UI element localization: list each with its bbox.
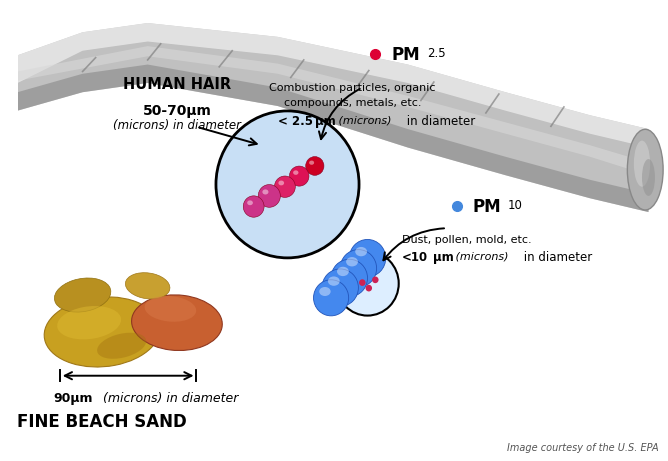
Ellipse shape — [247, 201, 253, 205]
Ellipse shape — [275, 176, 295, 197]
Text: < 2.5: < 2.5 — [278, 115, 313, 128]
Ellipse shape — [263, 189, 269, 195]
Text: 2.5: 2.5 — [427, 47, 446, 60]
Text: HUMAN HAIR: HUMAN HAIR — [123, 77, 231, 92]
Text: FINE BEACH SAND: FINE BEACH SAND — [17, 413, 187, 431]
Ellipse shape — [349, 239, 385, 277]
Ellipse shape — [319, 287, 331, 296]
Ellipse shape — [54, 278, 111, 312]
Ellipse shape — [322, 269, 359, 307]
Ellipse shape — [365, 285, 372, 291]
Text: (microns): (microns) — [335, 115, 391, 125]
Ellipse shape — [337, 267, 349, 276]
Ellipse shape — [336, 251, 399, 316]
Ellipse shape — [627, 129, 663, 210]
Polygon shape — [17, 23, 649, 148]
Text: μm: μm — [433, 251, 454, 264]
Text: (microns) in diameter: (microns) in diameter — [113, 119, 241, 132]
Ellipse shape — [132, 295, 222, 350]
Text: Image courtesy of the U.S. EPA: Image courtesy of the U.S. EPA — [506, 443, 658, 453]
Ellipse shape — [289, 166, 309, 186]
Text: (microns) in diameter: (microns) in diameter — [99, 392, 238, 405]
Ellipse shape — [372, 277, 379, 283]
Ellipse shape — [346, 257, 358, 266]
Ellipse shape — [293, 171, 299, 175]
Text: PM: PM — [473, 198, 502, 217]
Ellipse shape — [57, 306, 121, 339]
Ellipse shape — [97, 333, 146, 359]
Text: compounds, metals, etc.: compounds, metals, etc. — [284, 98, 422, 108]
Ellipse shape — [642, 159, 655, 196]
Ellipse shape — [279, 181, 284, 185]
Text: Combustion particles, organic: Combustion particles, organic — [269, 83, 436, 93]
Text: (microns): (microns) — [452, 251, 508, 261]
Ellipse shape — [44, 297, 160, 367]
Ellipse shape — [144, 296, 196, 322]
Ellipse shape — [309, 160, 314, 165]
Polygon shape — [17, 23, 649, 212]
Ellipse shape — [306, 157, 324, 175]
Text: Dust, pollen, mold, etc.: Dust, pollen, mold, etc. — [401, 235, 531, 245]
Ellipse shape — [355, 247, 367, 256]
Text: μm: μm — [315, 115, 336, 128]
Text: 50-70μm: 50-70μm — [142, 104, 211, 118]
Text: PM: PM — [391, 46, 420, 65]
Ellipse shape — [359, 279, 365, 286]
Polygon shape — [17, 65, 649, 212]
Text: in diameter: in diameter — [520, 251, 592, 264]
Ellipse shape — [340, 249, 377, 287]
Ellipse shape — [331, 259, 367, 297]
Ellipse shape — [126, 273, 170, 299]
Ellipse shape — [313, 280, 349, 316]
Text: in diameter: in diameter — [403, 115, 475, 128]
Text: 90μm: 90μm — [53, 392, 93, 405]
Polygon shape — [17, 46, 649, 175]
Ellipse shape — [634, 141, 650, 187]
Text: <10: <10 — [401, 251, 428, 264]
Text: 10: 10 — [508, 199, 523, 212]
Ellipse shape — [328, 277, 340, 286]
Ellipse shape — [216, 111, 359, 258]
Ellipse shape — [259, 184, 281, 207]
Ellipse shape — [243, 196, 264, 217]
